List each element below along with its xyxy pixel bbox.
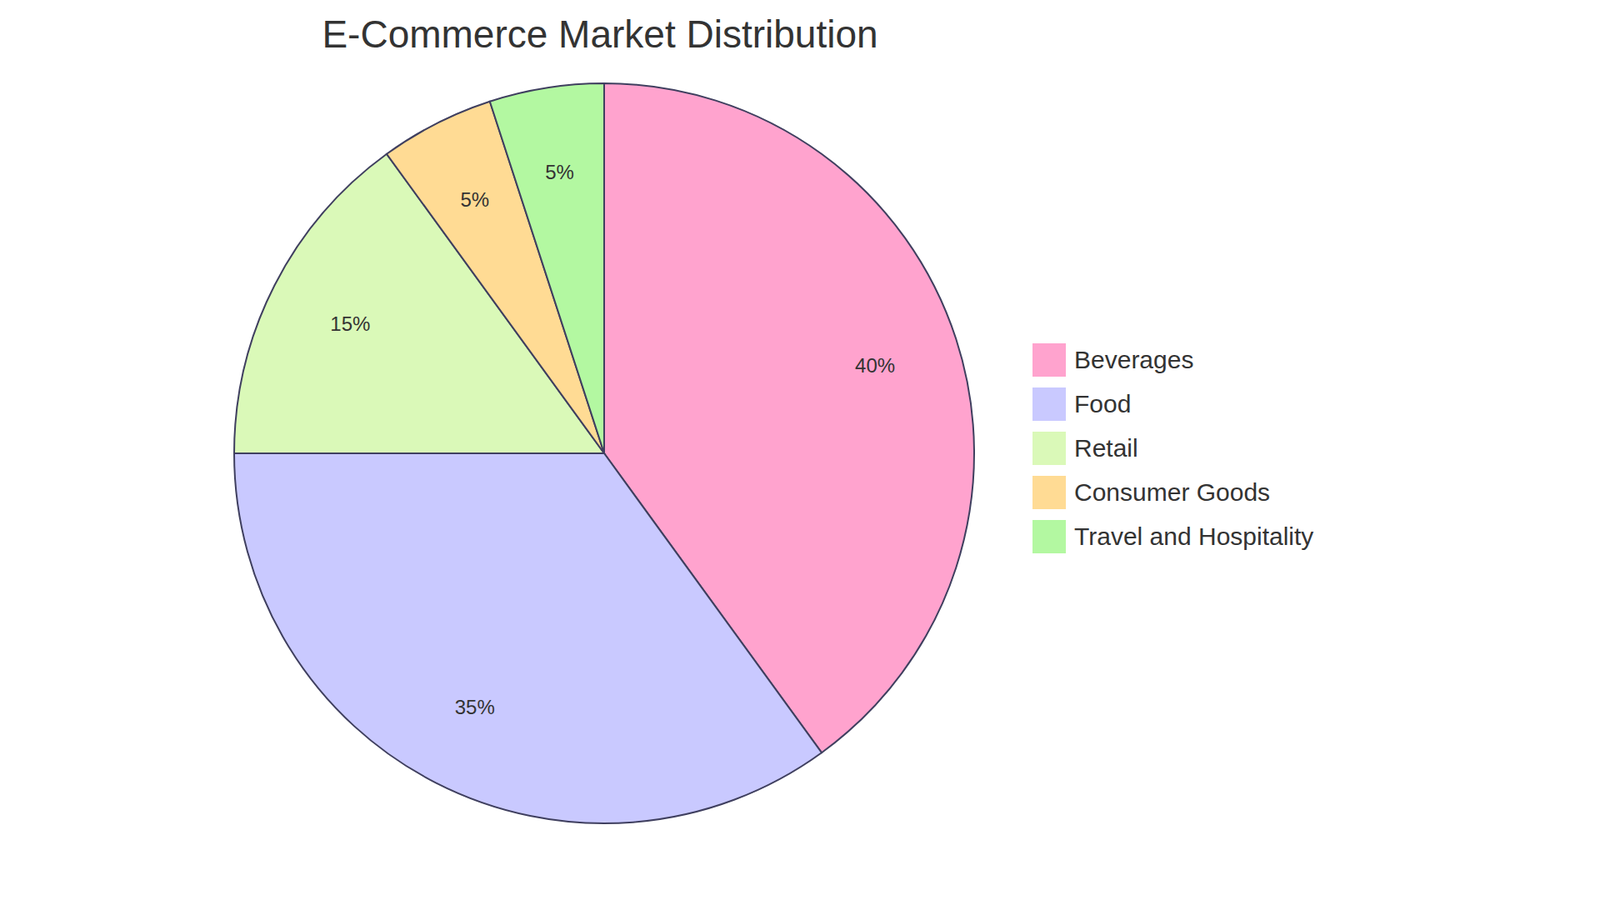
html-text:Retail: Retail — [1074, 433, 1139, 462]
svg-text:5%: 5% — [545, 160, 575, 184]
svg-text:35%: 35% — [455, 695, 495, 719]
svg-text:5%: 5% — [460, 188, 490, 211]
html-text:Food: Food — [1074, 389, 1132, 418]
html-text:E-Commerce Market Distribution: E-Commerce Market Distribution — [322, 12, 878, 56]
svg-text:40%: 40% — [855, 354, 895, 377]
svg-text:15%: 15% — [330, 312, 370, 335]
html-text:Beverages: Beverages — [1074, 345, 1194, 373]
html-text:Consumer Goods: Consumer Goods — [1074, 477, 1271, 506]
html-text:Travel and Hospitality: Travel and Hospitality — [1074, 522, 1314, 550]
